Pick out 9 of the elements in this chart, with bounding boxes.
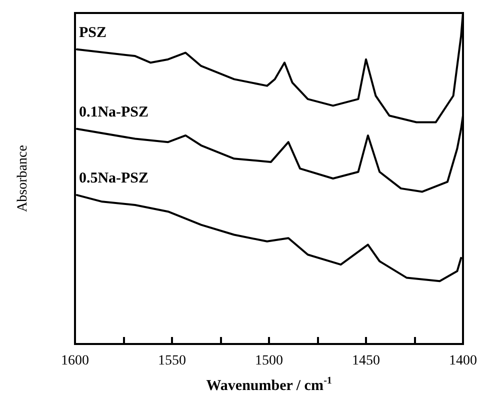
x-tick-label: 1550 <box>158 354 186 368</box>
x-tick-label: 1600 <box>61 354 89 368</box>
series-label: 0.5Na-PSZ <box>78 170 149 187</box>
series-label: 0.1Na-PSZ <box>78 104 149 120</box>
x-tick-label: 1500 <box>255 354 283 368</box>
series-label: PSZ <box>78 24 106 41</box>
x-tick-label: 1450 <box>352 354 380 368</box>
x-tick-label: 1400 <box>449 354 477 368</box>
y-axis-title: Absorbance <box>16 145 30 212</box>
